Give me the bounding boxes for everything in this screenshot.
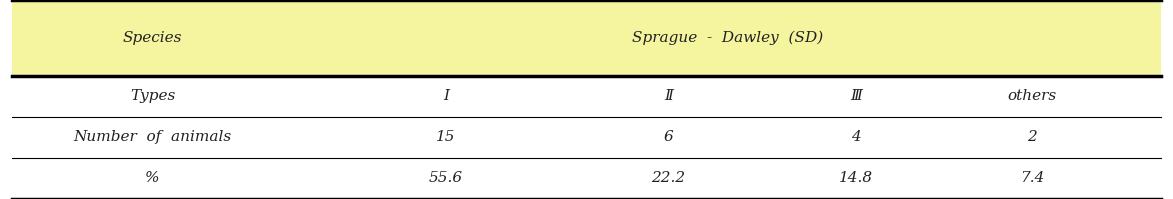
Text: 55.6: 55.6	[428, 171, 463, 185]
Text: I: I	[442, 89, 449, 103]
Text: Ⅱ: Ⅱ	[664, 89, 673, 103]
Text: Number  of  animals: Number of animals	[74, 130, 231, 144]
Text: 22.2: 22.2	[651, 171, 686, 185]
Bar	[12, 0, 1161, 76]
Text: 7.4: 7.4	[1021, 171, 1044, 185]
Text: %: %	[145, 171, 160, 185]
Text: 14.8: 14.8	[839, 171, 874, 185]
Text: Ⅲ: Ⅲ	[850, 89, 862, 103]
Text: Species: Species	[123, 31, 182, 45]
Text: Types: Types	[130, 89, 175, 103]
Text: 2: 2	[1028, 130, 1037, 144]
Text: 4: 4	[852, 130, 861, 144]
Text: 6: 6	[664, 130, 673, 144]
Text: Sprague  -  Dawley  (SD): Sprague - Dawley (SD)	[631, 31, 823, 45]
Text: 15: 15	[436, 130, 455, 144]
Text: others: others	[1008, 89, 1057, 103]
